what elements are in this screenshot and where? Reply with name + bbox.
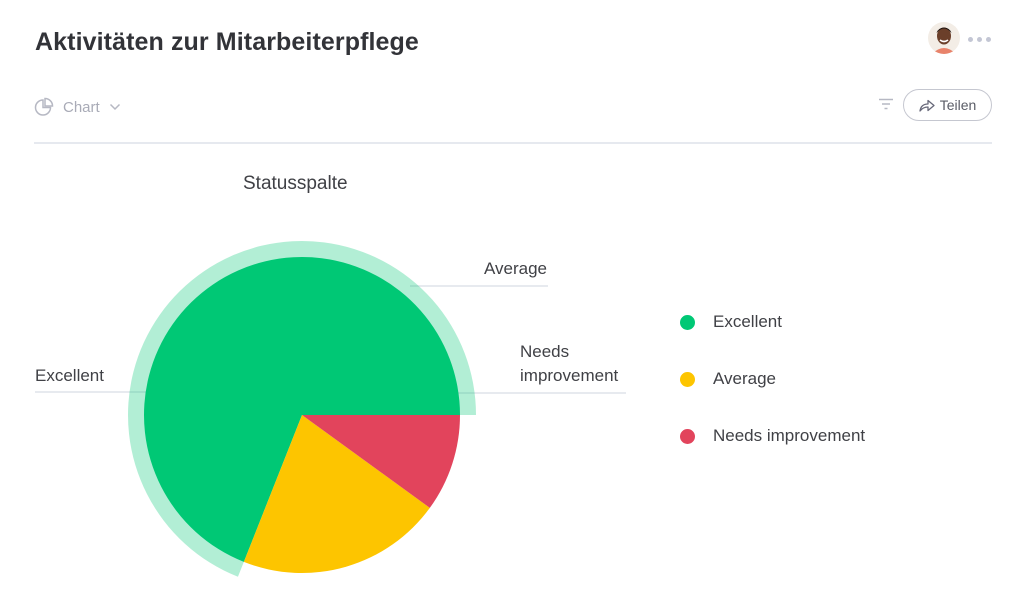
- legend-item-needs-improvement[interactable]: Needs improvement: [680, 422, 865, 450]
- share-arrow-icon: [919, 99, 935, 112]
- legend-dot: [680, 314, 695, 330]
- legend-label: Excellent: [713, 312, 782, 331]
- chart-title: Statusspalte: [243, 173, 348, 194]
- avatar[interactable]: [928, 22, 960, 54]
- view-switch[interactable]: Chart: [34, 95, 121, 119]
- pie-slice-average[interactable]: [243, 415, 430, 573]
- page-title: Aktivitäten zur Mitarbeiterpflege: [35, 28, 419, 56]
- pie-slice-excellent[interactable]: [144, 256, 461, 562]
- legend-dot: [680, 428, 695, 444]
- legend-item-excellent[interactable]: Excellent: [680, 308, 865, 336]
- filter-icon[interactable]: [878, 97, 894, 111]
- legend-label: Needs improvement: [713, 426, 866, 445]
- pie-slice-needs-improvement[interactable]: [302, 415, 460, 508]
- slice-label-needs-improvement-line2: improvement: [520, 366, 619, 385]
- more-dots-icon[interactable]: [968, 36, 992, 42]
- avatar-image: [928, 22, 960, 54]
- slice-label-excellent: Excellent: [35, 366, 104, 385]
- share-label: Teilen: [939, 97, 977, 113]
- chevron-down-icon: [109, 103, 120, 111]
- slice-label-average: Average: [484, 259, 548, 278]
- legend-item-average[interactable]: Average: [680, 365, 865, 393]
- legend-dot: [680, 371, 695, 387]
- chart-legend: Excellent Average Needs improvement: [680, 308, 865, 479]
- slice-label-needs-improvement-line1: Needs: [520, 342, 570, 361]
- header-divider: [34, 142, 992, 144]
- view-label: Chart: [63, 98, 100, 116]
- legend-label: Average: [713, 369, 777, 388]
- share-button[interactable]: Teilen: [903, 89, 992, 121]
- pie-chart-icon: [34, 97, 54, 116]
